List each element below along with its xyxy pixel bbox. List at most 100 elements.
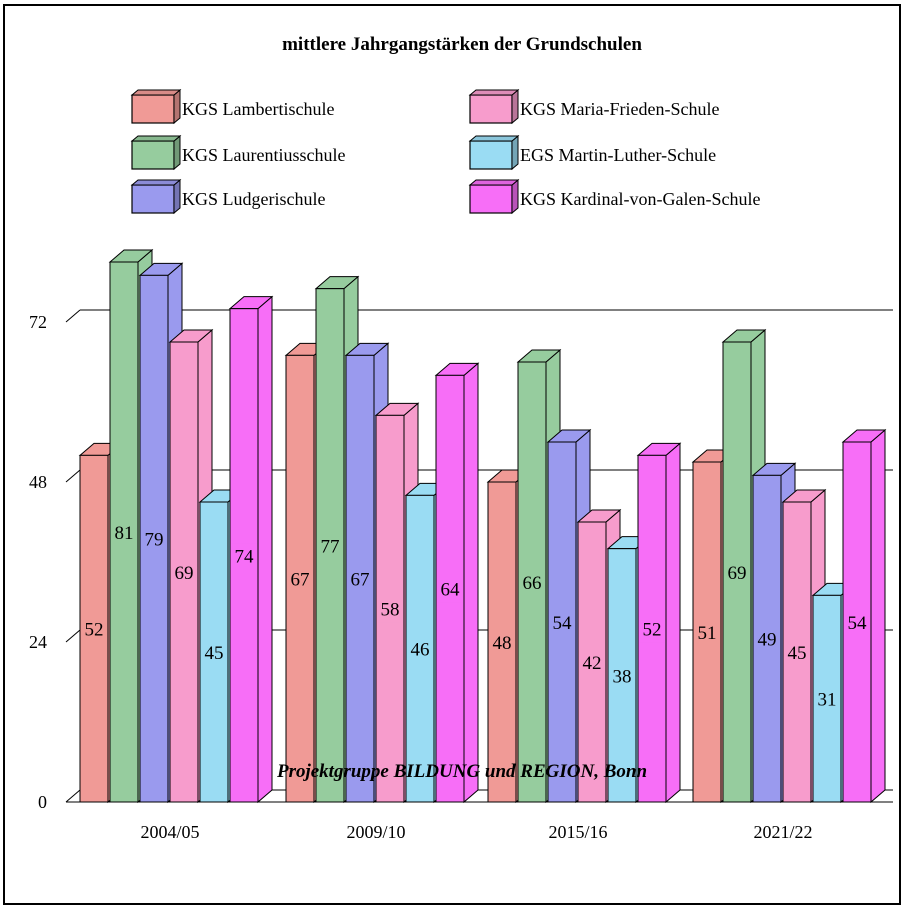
bar-value-label: 52: [643, 620, 662, 641]
legend-swatch-top: [130, 89, 182, 96]
bar-value-label: 38: [613, 666, 632, 687]
legend-swatch-side: [173, 178, 181, 215]
bar-label-bg: [694, 620, 720, 646]
bar: 74: [228, 295, 274, 804]
bar-side: [665, 442, 681, 804]
bar-value-label: 67: [291, 570, 310, 591]
legend-item: KGS Maria-Frieden-Schule: [468, 88, 719, 125]
legend-swatch-side: [173, 88, 181, 125]
bar-label-bg: [377, 596, 403, 623]
bar-value-label: 77: [321, 536, 340, 557]
legend-swatch-side: [511, 178, 519, 215]
bar-label-bg: [81, 616, 107, 643]
legend-label: KGS Ludgerischule: [182, 189, 325, 209]
legend-swatch: [469, 94, 513, 124]
y-tick-label: 72: [29, 312, 47, 332]
bar-value-label: 46: [411, 640, 430, 661]
bar-value-label: 64: [441, 580, 461, 601]
bar: 64: [434, 362, 480, 804]
legend-item: KGS Lambertischule: [130, 88, 334, 125]
bar-value-label: 66: [523, 573, 542, 594]
bar-value-label: 31: [818, 690, 837, 711]
legend-swatch-top: [468, 179, 520, 186]
bar-label-bg: [407, 636, 433, 663]
legend-swatch: [469, 184, 513, 214]
legend-swatch-top: [130, 135, 182, 142]
bar-value-label: 67: [351, 570, 370, 591]
legend-swatch: [131, 140, 175, 170]
legend-label: KGS Maria-Frieden-Schule: [520, 99, 719, 119]
legend-swatch-top: [468, 89, 520, 96]
gridline-diag: [65, 629, 81, 643]
bar-value-label: 69: [728, 563, 747, 584]
bar-label-bg: [437, 576, 463, 603]
bar-value-label: 79: [145, 530, 164, 551]
bar-label-bg: [754, 626, 780, 653]
bar-label-bg: [231, 543, 257, 570]
bar-label-bg: [347, 566, 373, 593]
category-labels: 2004/05 2009/10 2015/16 2021/22: [140, 822, 812, 842]
bar-label-bg: [111, 520, 137, 546]
bar-label-bg: [549, 610, 575, 636]
legend-item: KGS Kardinal-von-Galen-Schule: [468, 178, 760, 215]
bar-value-label: 45: [788, 643, 807, 664]
bar: 69: [721, 328, 767, 804]
legend-swatch: [131, 94, 175, 124]
bar-side: [463, 362, 479, 804]
y-tick-label: 0: [38, 792, 47, 812]
bar-value-label: 48: [493, 633, 512, 654]
legend-item: EGS Martin-Luther-Schule: [468, 134, 716, 171]
bar-value-label: 58: [381, 600, 400, 621]
legend-item: KGS Ludgerischule: [130, 178, 325, 215]
bar-label-bg: [814, 686, 840, 713]
bar-value-label: 74: [235, 546, 255, 567]
bar-value-label: 51: [698, 623, 717, 644]
bar-label-bg: [317, 533, 343, 560]
bar-value-label: 49: [758, 630, 777, 651]
legend-swatch: [469, 140, 513, 170]
bar-label-bg: [784, 640, 810, 666]
bar-label-bg: [201, 640, 227, 666]
bar-label-bg: [579, 650, 605, 676]
gridline-diag: [65, 309, 81, 323]
y-tick-label: 24: [29, 632, 47, 652]
gridline-diag: [65, 789, 81, 803]
bar-value-label: 45: [205, 643, 224, 664]
chart-title: mittlere Jahrgangstärken der Grundschule…: [282, 34, 642, 55]
legend-label: KGS Kardinal-von-Galen-Schule: [520, 189, 760, 209]
bar-value-label: 42: [583, 653, 602, 674]
bar-side: [257, 295, 273, 804]
legend-label: KGS Laurentiusschule: [182, 145, 345, 165]
bar-label-bg: [287, 566, 313, 593]
bar-value-label: 54: [848, 613, 868, 634]
legend-swatch-side: [173, 134, 181, 171]
bar-side: [870, 428, 886, 804]
legend-swatch: [131, 184, 175, 214]
legend-label: KGS Lambertischule: [182, 99, 334, 119]
legend-item: KGS Laurentiusschule: [130, 134, 345, 171]
bar-value-label: 52: [85, 620, 104, 641]
bar-label-bg: [519, 570, 545, 596]
x-category-label: 2004/05: [140, 822, 199, 842]
bar-value-label: 69: [175, 563, 194, 584]
gridline-diag: [65, 469, 81, 483]
legend-swatch-top: [130, 179, 182, 186]
x-category-label: 2015/16: [548, 822, 607, 842]
bar-label-bg: [844, 610, 870, 636]
bar-label-bg: [489, 630, 515, 656]
bar-label-bg: [171, 560, 197, 586]
legend: KGS Lambertischule KGS Laurentiusschule KG…: [130, 88, 760, 215]
bar-value-label: 81: [115, 523, 134, 544]
bar: 52: [636, 442, 682, 804]
legend-swatch-side: [511, 88, 519, 125]
bar-label-bg: [141, 526, 167, 553]
x-category-label: 2021/22: [753, 822, 812, 842]
bar: 54: [841, 428, 887, 804]
y-tick-label: 48: [29, 472, 47, 492]
legend-swatch-side: [511, 134, 519, 171]
bars: 52 81 79 69 45 74 67 77 67 58 46 64 48 66 54 42 38 52 51 69…: [78, 248, 887, 804]
bar-value-label: 54: [553, 613, 573, 634]
chart-footer: Projektgruppe BILDUNG und REGION, Bonn: [276, 761, 647, 782]
legend-label: EGS Martin-Luther-Schule: [520, 145, 716, 165]
